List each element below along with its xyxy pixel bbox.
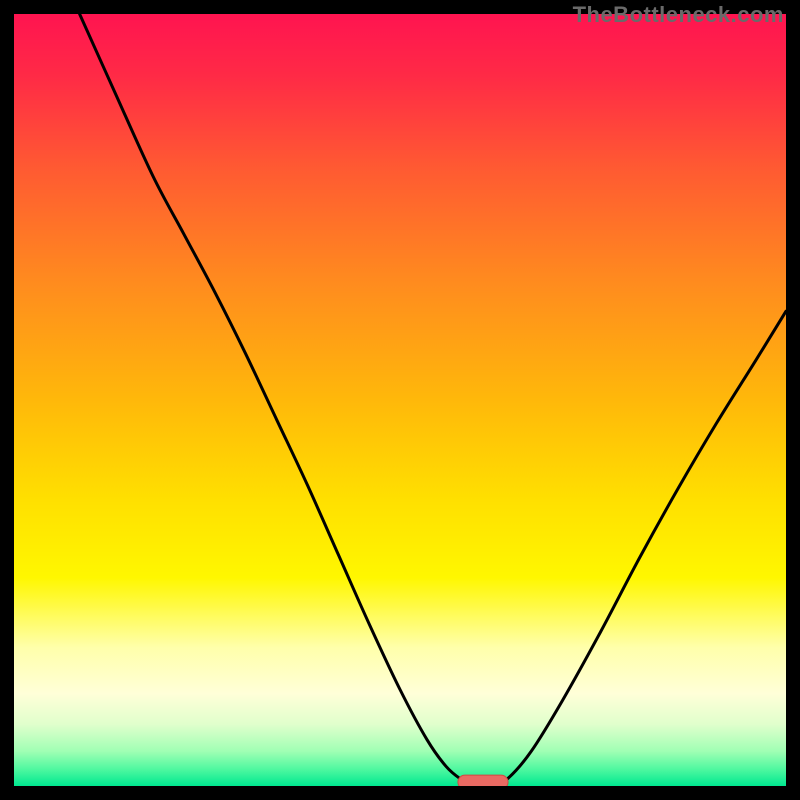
optimal-marker (458, 775, 508, 786)
bottleneck-chart: TheBottleneck.com (0, 0, 800, 800)
gradient-background (14, 14, 786, 786)
chart-svg (14, 14, 786, 786)
watermark-text: TheBottleneck.com (573, 2, 784, 28)
plot-area (14, 14, 786, 786)
